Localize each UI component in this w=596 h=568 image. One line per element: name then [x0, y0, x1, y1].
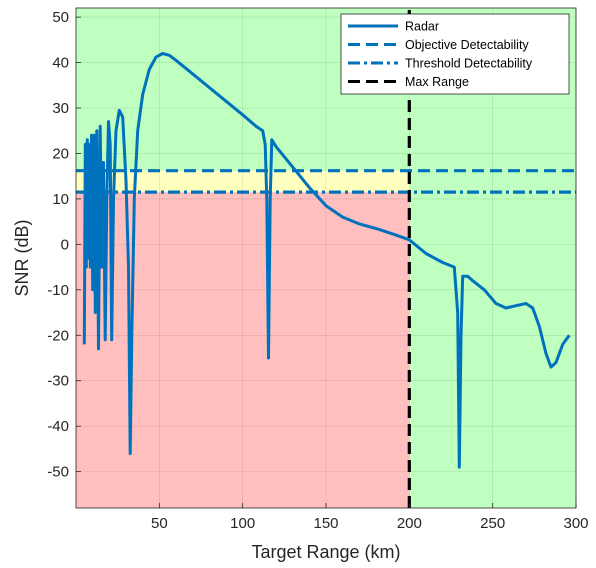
- y-tick-label--30: -30: [47, 373, 69, 390]
- x-tick-label-200: 200: [397, 515, 422, 532]
- legend-label-0: Radar: [405, 20, 439, 34]
- y-axis-ticks: -50 -40 -30 -20 -10 0 10 20 30 40 50: [47, 9, 81, 481]
- y-tick-label-20: 20: [52, 145, 69, 162]
- y-tick-label-10: 10: [52, 191, 69, 208]
- x-tick-label-250: 250: [480, 515, 505, 532]
- x-tick-label-50: 50: [151, 515, 168, 532]
- legend: Radar Objective Detectability Threshold De…: [340, 13, 570, 95]
- y-tick-label-30: 30: [52, 100, 69, 117]
- y-tick-label-0: 0: [61, 236, 69, 253]
- y-tick-label--20: -20: [47, 327, 69, 344]
- x-tick-label-150: 150: [313, 515, 338, 532]
- x-tick-label-100: 100: [230, 515, 255, 532]
- x-tick-label-300: 300: [563, 515, 588, 532]
- y-tick-label--50: -50: [47, 464, 69, 481]
- legend-label-3: Max Range: [405, 75, 469, 89]
- y-tick-label-40: 40: [52, 55, 69, 72]
- region-1: [76, 170, 410, 193]
- y-tick-label--10: -10: [47, 282, 69, 299]
- y-tick-label-50: 50: [52, 9, 69, 26]
- y-axis-label: SNR (dB): [12, 219, 32, 296]
- y-tick-label--40: -40: [47, 418, 69, 435]
- legend-label-2: Threshold Detectability: [405, 57, 533, 71]
- legend-label-1: Objective Detectability: [405, 38, 529, 52]
- x-axis-label: Target Range (km): [251, 542, 400, 562]
- x-axis-ticks: 50 100 150 200 250 300: [151, 503, 589, 532]
- series-0: [82, 52, 571, 469]
